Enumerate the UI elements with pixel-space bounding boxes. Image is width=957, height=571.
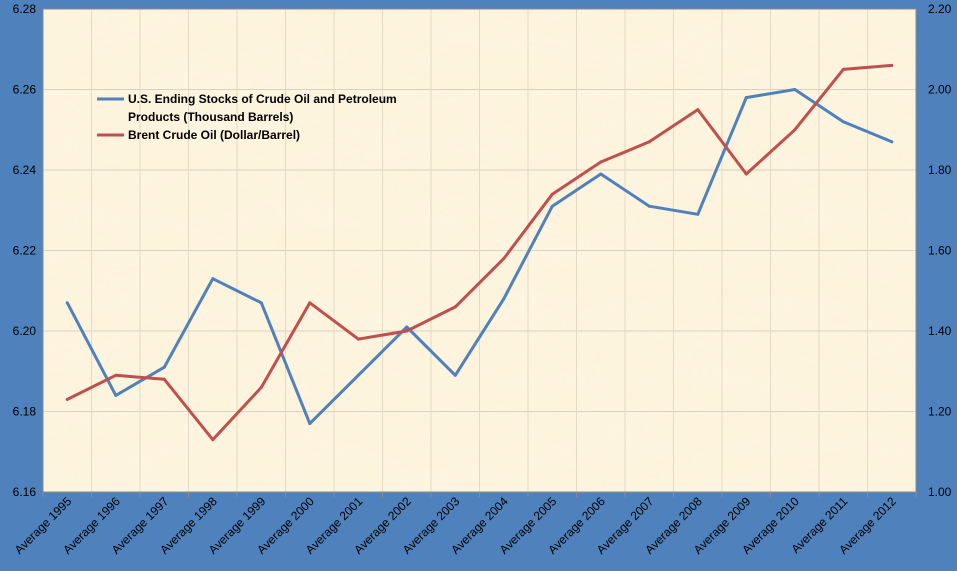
series-1-point [696,212,700,216]
left-axis-tick-label: 6.20 [13,324,37,338]
series-2-point [162,377,166,381]
right-axis-tick-label: 2.00 [928,83,952,97]
legend-label-2: Brent Crude Oil (Dollar/Barrel) [128,128,300,142]
series-1-point [550,204,554,208]
series-2-point [65,397,69,401]
series-line-1 [65,88,894,426]
left-y-axis: 6.16 6.18 6.20 6.22 6.24 6.26 6.28 [13,2,37,499]
right-axis-tick-label: 1.00 [928,485,952,499]
right-axis-tick-label: 2.20 [928,2,952,16]
series-line-2 [65,63,894,442]
left-axis-tick-label: 6.22 [13,244,37,258]
series-2-point [259,385,263,389]
series-1-point [162,365,166,369]
series-1-point [114,393,118,397]
right-axis-tick-label: 1.60 [928,244,952,258]
series-1-point [356,373,360,377]
series-2-point [550,192,554,196]
series-1-point [259,301,263,305]
right-axis-tick-label: 1.20 [928,405,952,419]
series-2-point [405,329,409,333]
series-2-point [647,140,651,144]
series-1-point [502,297,506,301]
left-axis-tick-label: 6.26 [13,83,37,97]
left-axis-tick-label: 6.18 [13,405,37,419]
series-2-point [308,301,312,305]
series-1-point [647,204,651,208]
series-2-point [696,108,700,112]
series-2-point [599,160,603,164]
legend-label-1: U.S. Ending Stocks of Crude Oil and Petr… [128,92,397,106]
series-2-point [841,67,845,71]
series-1-point [405,325,409,329]
left-axis-tick-label: 6.24 [13,163,37,177]
right-y-axis: 1.00 1.20 1.40 1.60 1.80 2.00 2.20 [928,2,952,499]
right-axis-tick-label: 1.40 [928,324,952,338]
left-axis-tick-label: 6.28 [13,2,37,16]
series-1-point [65,301,69,305]
series-2-point [890,63,894,67]
series-2-point [114,373,118,377]
series-2-point [356,337,360,341]
legend-label-1: Products (Thousand Barrels) [128,110,293,124]
series-1-point [599,172,603,176]
series-2-point [744,172,748,176]
series-2-point [211,438,215,442]
series-1-point [211,277,215,281]
series-2-point [453,305,457,309]
series-1-point [744,96,748,100]
series-1-point [890,140,894,144]
series-layer [65,63,894,442]
series-1-point [793,88,797,91]
series-1-point [841,120,845,124]
series-1-point [453,373,457,377]
series-1-point [308,422,312,426]
series-2-point [502,257,506,261]
legend: U.S. Ending Stocks of Crude Oil and Petr… [97,92,397,142]
left-axis-tick-label: 6.16 [13,485,37,499]
right-axis-tick-label: 1.80 [928,163,952,177]
series-2-point [793,128,797,132]
